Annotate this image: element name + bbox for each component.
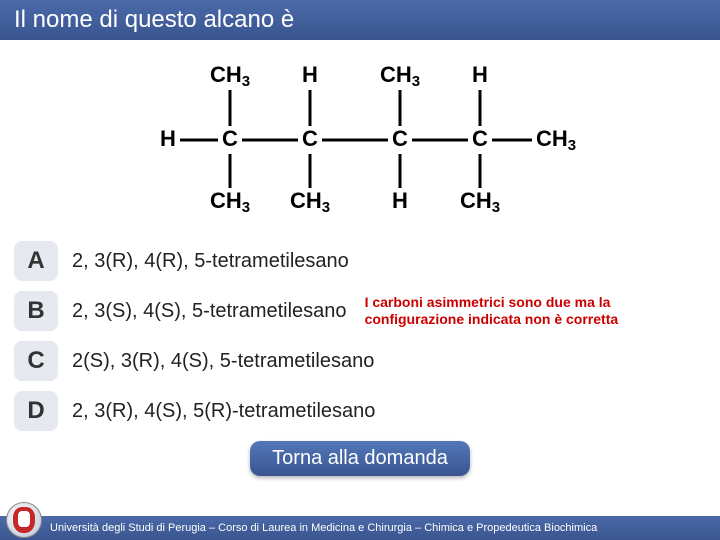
answer-row[interactable]: C 2(S), 3(R), 4(S), 5-tetrametilesano <box>14 341 706 381</box>
answer-note: I carboni asimmetrici sono due ma la con… <box>365 294 645 328</box>
svg-text:C: C <box>302 126 318 151</box>
svg-text:CH3: CH3 <box>536 126 576 154</box>
answer-row[interactable]: B 2, 3(S), 4(S), 5-tetrametilesano I car… <box>14 291 706 331</box>
answer-text: 2(S), 3(R), 4(S), 5-tetrametilesano <box>72 350 374 373</box>
svg-text:C: C <box>472 126 488 151</box>
svg-text:H: H <box>160 126 176 151</box>
answer-text: 2, 3(R), 4(S), 5(R)-tetrametilesano <box>72 400 375 423</box>
answer-letter: B <box>14 291 58 331</box>
svg-text:CH3: CH3 <box>290 188 330 216</box>
slide-title: Il nome di questo alcano è <box>0 0 720 40</box>
back-button[interactable]: Torna alla domanda <box>250 441 470 476</box>
svg-text:H: H <box>302 62 318 87</box>
svg-text:H: H <box>472 62 488 87</box>
svg-text:H: H <box>392 188 408 213</box>
svg-text:C: C <box>222 126 238 151</box>
answer-letter: A <box>14 241 58 281</box>
svg-text:CH3: CH3 <box>210 62 250 90</box>
answer-row[interactable]: D 2, 3(R), 4(S), 5(R)-tetrametilesano <box>14 391 706 431</box>
answer-text: 2, 3(S), 4(S), 5-tetrametilesano <box>72 300 347 323</box>
answer-letter: D <box>14 391 58 431</box>
university-logo-icon <box>6 502 42 538</box>
svg-text:CH3: CH3 <box>460 188 500 216</box>
svg-text:CH3: CH3 <box>380 62 420 90</box>
svg-text:C: C <box>392 126 408 151</box>
answers-list: A 2, 3(R), 4(R), 5-tetrametilesano B 2, … <box>0 233 720 431</box>
footer-bar: Università degli Studi di Perugia – Cors… <box>0 516 720 540</box>
answer-letter: C <box>14 341 58 381</box>
svg-text:CH3: CH3 <box>210 188 250 216</box>
answer-text: 2, 3(R), 4(R), 5-tetrametilesano <box>72 250 349 273</box>
footer-text: Università degli Studi di Perugia – Cors… <box>50 522 597 534</box>
molecule-diagram: H C C C C CH3 CH3 H CH3 H <box>0 40 720 233</box>
answer-row[interactable]: A 2, 3(R), 4(R), 5-tetrametilesano <box>14 241 706 281</box>
